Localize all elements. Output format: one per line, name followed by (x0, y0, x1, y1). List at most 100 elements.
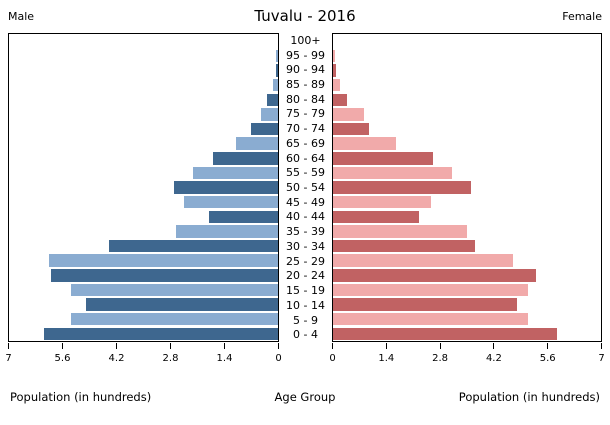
age-group-label: 80 - 84 (286, 92, 325, 106)
age-group-label: 90 - 94 (286, 63, 325, 77)
age-group-label: 5 - 9 (293, 313, 318, 327)
population-bar (333, 166, 452, 180)
x-axis-tick-mark (385, 343, 387, 349)
bar-row (333, 34, 601, 49)
bar-row (9, 166, 278, 181)
population-bar (333, 137, 397, 150)
age-group-label: 65 - 69 (286, 136, 325, 150)
population-bar (333, 210, 420, 224)
male-side-label: Male (8, 10, 35, 23)
bar-row (9, 49, 278, 64)
age-group-label: 50 - 54 (286, 181, 325, 195)
population-bar (108, 239, 278, 253)
age-group-label: 85 - 89 (286, 78, 325, 92)
population-bar (333, 269, 536, 282)
age-group-label: 40 - 44 (286, 210, 325, 224)
population-bar (333, 181, 471, 194)
age-group-label: 95 - 99 (286, 48, 325, 62)
age-group-label: 20 - 24 (286, 269, 325, 283)
bar-row (333, 93, 601, 108)
bar-row (9, 283, 278, 298)
age-group-label: 60 - 64 (286, 151, 325, 165)
population-bar (333, 283, 529, 297)
bar-row (333, 239, 601, 254)
population-bar (333, 312, 529, 326)
x-axis-tick-label: 1.4 (378, 353, 395, 364)
age-group-label: 30 - 34 (286, 239, 325, 253)
population-bar (333, 225, 467, 238)
x-axis-tick-mark (547, 343, 549, 349)
bar-row (333, 78, 601, 93)
population-bar (333, 254, 513, 267)
x-axis-tick-mark (493, 343, 495, 349)
population-bar (51, 269, 278, 282)
age-group-label: 35 - 39 (286, 225, 325, 239)
female-x-axis-ticks: 0 1.4 2.8 4.2 5.6 7 (329, 342, 605, 372)
population-bar (333, 298, 517, 311)
population-bar (251, 122, 278, 136)
x-axis-tick-mark (278, 343, 279, 349)
x-axis-tick-label: 2.8 (162, 353, 179, 364)
x-axis-tick-label: 4.2 (485, 353, 502, 364)
x-axis-tick-mark (116, 343, 117, 349)
bar-row (333, 283, 601, 298)
female-bars-panel (332, 33, 602, 342)
age-group-label: 55 - 59 (286, 166, 325, 180)
bar-row (333, 195, 601, 210)
x-axis-tick-mark (8, 343, 9, 349)
population-bar (176, 225, 278, 238)
age-group-label: 100+ (290, 33, 321, 47)
chart-title: Tuvalu - 2016 (254, 7, 356, 25)
population-bar (333, 152, 433, 165)
bar-row (333, 210, 601, 225)
bar-row (333, 151, 601, 166)
population-bar (333, 108, 364, 121)
bar-row (333, 327, 601, 342)
bar-row (9, 180, 278, 195)
bar-row (9, 268, 278, 283)
x-axis-tick-mark (170, 343, 171, 349)
bar-row (9, 122, 278, 137)
bar-row (333, 107, 601, 122)
x-axis-tick-label: 5.6 (54, 353, 71, 364)
population-bar (333, 49, 335, 63)
female-axis-label: Population (in hundreds) (458, 390, 600, 404)
x-axis-tick-label: 7 (5, 353, 12, 364)
bar-row (9, 297, 278, 312)
bar-row (9, 34, 278, 49)
population-bar (235, 137, 278, 150)
population-bar (260, 108, 278, 121)
bar-row (333, 136, 601, 151)
bar-row (9, 312, 278, 327)
bar-row (9, 151, 278, 166)
bar-row (9, 253, 278, 268)
population-bar (267, 93, 278, 107)
population-bar (212, 152, 278, 165)
age-group-labels: 100+ 95 - 99 90 - 94 85 - 89 80 - 84 75 - 79 7… (279, 33, 332, 342)
population-bar (333, 327, 557, 341)
population-bar (333, 93, 348, 107)
x-axis-tick-label: 4.2 (108, 353, 125, 364)
population-bar (49, 254, 278, 267)
age-group-label: 10 - 14 (286, 298, 325, 312)
age-group-label: 70 - 74 (286, 122, 325, 136)
population-bar (333, 78, 340, 92)
population-bar (183, 195, 278, 209)
bar-row (333, 122, 601, 137)
population-bar (208, 210, 278, 224)
age-group-label: 45 - 49 (286, 195, 325, 209)
bar-row (333, 253, 601, 268)
bar-row (9, 239, 278, 254)
age-group-label: 15 - 19 (286, 284, 325, 298)
population-bar (193, 166, 278, 180)
population-bar (333, 64, 337, 77)
age-group-axis-label: Age Group (274, 390, 336, 404)
population-bar (333, 239, 475, 253)
population-bar (174, 181, 278, 194)
bar-row (333, 297, 601, 312)
population-bar (276, 49, 278, 63)
bar-row (333, 312, 601, 327)
bar-row (333, 224, 601, 239)
x-axis-tick-mark (601, 343, 602, 349)
